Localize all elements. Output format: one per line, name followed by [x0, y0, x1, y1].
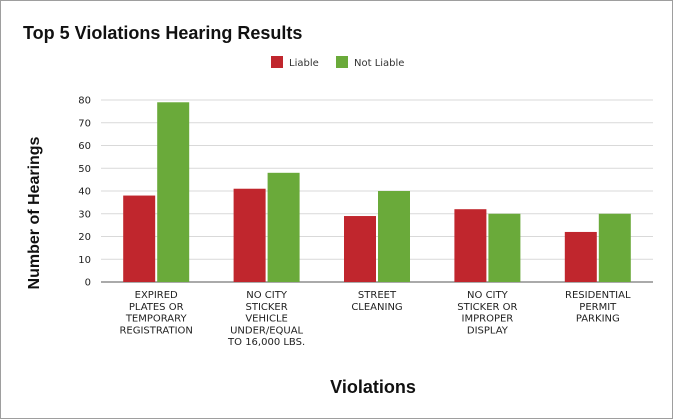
- y-tick-label-10: 10: [78, 255, 91, 266]
- legend: Liable Not Liable: [271, 56, 404, 69]
- bars: [123, 102, 631, 283]
- y-tick-label-0: 0: [85, 278, 91, 289]
- y-axis-title: Number of Hearings: [26, 136, 43, 289]
- y-axis-ticks: 0 10 20 30 40 50 60 70 80: [78, 96, 91, 289]
- y-tick-label-80: 80: [78, 96, 91, 107]
- legend-swatch-liable: [271, 56, 283, 68]
- y-tick-label-60: 60: [78, 141, 91, 152]
- x-category-label-1: EXPIRED PLATES OR TEMPORARY REGISTRATION: [119, 290, 192, 336]
- y-tick-label-30: 30: [78, 209, 91, 220]
- bar-not-liable-4: [488, 213, 521, 282]
- bar-liable-2: [233, 188, 266, 282]
- x-category-label-2: NO CITY STICKER VEHICLE UNDER/EQUAL TO 16,00…: [227, 290, 305, 348]
- chart-title: Top 5 Violations Hearing Results: [23, 23, 302, 43]
- legend-label-not-liable: Not Liable: [354, 58, 404, 69]
- bar-liable-4: [454, 209, 487, 282]
- bar-not-liable-5: [598, 213, 631, 282]
- legend-label-liable: Liable: [289, 58, 319, 69]
- gridlines: [101, 99, 653, 283]
- bar-liable-5: [564, 231, 597, 282]
- bar-not-liable-1: [157, 102, 190, 283]
- y-tick-label-40: 40: [78, 187, 91, 198]
- x-category-label-4: NO CITY STICKER OR IMPROPER DISPLAY: [457, 290, 517, 336]
- x-axis-categories: EXPIRED PLATES OR TEMPORARY REGISTRATION NO …: [119, 290, 631, 348]
- x-axis-title: Violations: [330, 377, 416, 397]
- x-category-label-3: STREET CLEANING: [351, 290, 402, 313]
- y-tick-label-70: 70: [78, 118, 91, 129]
- legend-swatch-not-liable: [336, 56, 348, 68]
- bar-liable-1: [123, 195, 156, 282]
- bar-not-liable-2: [267, 172, 300, 282]
- y-tick-label-20: 20: [78, 232, 91, 243]
- bar-liable-3: [344, 216, 376, 282]
- bar-not-liable-3: [378, 191, 410, 282]
- y-tick-label-50: 50: [78, 164, 91, 175]
- x-category-label-5: RESIDENTIAL PERMIT PARKING: [565, 290, 631, 325]
